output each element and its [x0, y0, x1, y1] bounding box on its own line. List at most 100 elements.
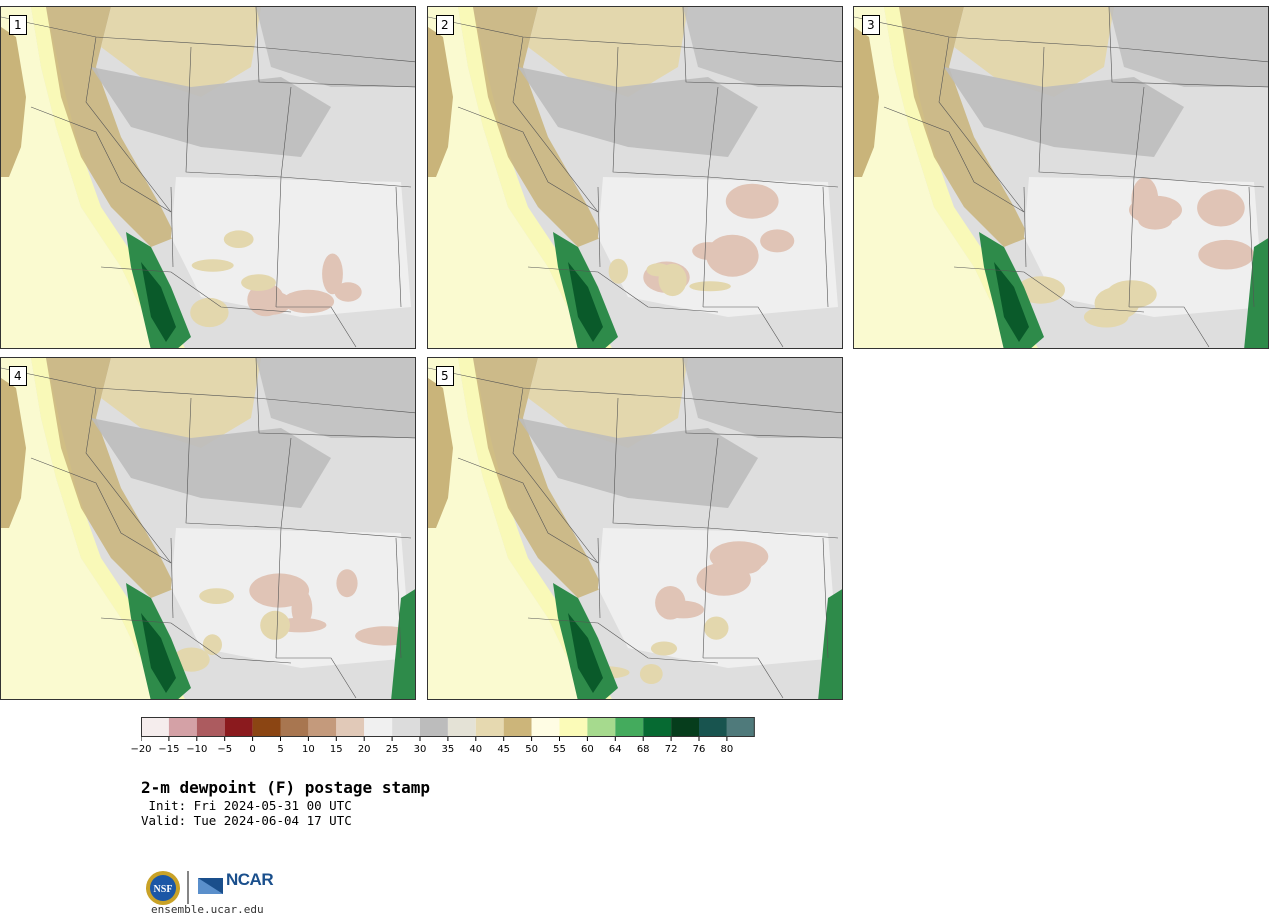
state-boundary: [428, 16, 842, 63]
state-boundary: [255, 358, 415, 439]
state-boundary: [512, 36, 599, 213]
north-tan: [528, 7, 688, 97]
state-boundary: [822, 186, 829, 308]
colorbar-tick-label: 5: [277, 744, 284, 755]
very-moist-region: [994, 262, 1029, 342]
colorbar-tick-label: 10: [302, 744, 315, 755]
coast-tan: [428, 27, 453, 177]
east-moist: [391, 589, 415, 699]
coastal-band: [31, 358, 185, 699]
dry-patch: [1138, 211, 1173, 230]
mountain-tan: [473, 358, 603, 598]
colorbar-swatch: [615, 717, 644, 737]
colorbar-tick-label: 76: [692, 744, 706, 755]
dewpoint-map-1: [1, 7, 415, 348]
colorbar-swatch: [252, 717, 281, 737]
colorbar-swatch: [559, 717, 588, 737]
dry-patch: [760, 229, 795, 253]
ncar-logo: [198, 878, 223, 894]
colorbar: [141, 717, 755, 741]
mountain-tan: [899, 7, 1029, 247]
colorbar-tick-label: 50: [525, 744, 538, 755]
state-boundary: [953, 266, 1145, 313]
state-boundary: [185, 46, 412, 188]
state-boundary: [85, 387, 172, 564]
gray-band: [91, 418, 331, 508]
east-moist: [818, 589, 842, 699]
ocean: [1, 7, 161, 348]
colorbar-swatch: [447, 717, 476, 737]
dry-patch: [696, 562, 751, 596]
state-boundary: [395, 186, 402, 308]
dry-patch: [706, 234, 759, 277]
mountain-tan: [473, 7, 603, 247]
ocean: [1, 358, 161, 699]
very-moist-region: [568, 613, 603, 693]
tan-patch: [223, 230, 254, 248]
tan-patch: [1016, 276, 1065, 304]
colorbar-swatch: [364, 717, 393, 737]
dry-patch: [1198, 239, 1255, 270]
tan-patch: [650, 641, 678, 656]
colorbar-swatch: [224, 717, 253, 737]
colorbar-tick-label: −5: [217, 744, 233, 755]
tan-patch: [689, 281, 731, 292]
gray-band: [518, 67, 758, 157]
colorbar-tick-label: 72: [664, 744, 678, 755]
gray-north: [256, 7, 415, 87]
colorbar-swatch: [196, 717, 225, 737]
colorbar-tick-label: 55: [553, 744, 566, 755]
state-boundary: [854, 16, 1268, 63]
coastal-band: [884, 7, 1038, 348]
map-panel-5: 5: [427, 357, 843, 700]
panel-label: 4: [9, 366, 27, 386]
pale-interior: [598, 528, 838, 668]
ocean: [428, 358, 588, 699]
gray-band: [944, 67, 1184, 157]
very-moist-region: [141, 262, 176, 342]
state-boundary: [1038, 46, 1265, 188]
state-boundary: [702, 86, 719, 308]
state-boundary: [275, 437, 292, 659]
north-tan: [528, 358, 688, 448]
coast-tan: [428, 378, 453, 528]
coast-tan: [854, 27, 879, 177]
coastal-band: [458, 358, 612, 699]
dry-patch: [322, 253, 343, 295]
dry-patch: [1197, 189, 1245, 227]
state-boundary: [1108, 7, 1268, 88]
colorbar-swatch: [141, 717, 169, 737]
state-boundary: [276, 657, 357, 699]
north-tan: [101, 358, 261, 448]
state-boundary: [395, 537, 402, 659]
state-boundary: [85, 36, 172, 213]
state-boundary: [428, 367, 842, 414]
gray-north: [256, 358, 415, 438]
state-boundary: [512, 387, 599, 564]
init-time: Init: Fri 2024-05-31 00 UTC: [141, 798, 352, 813]
state-boundary: [275, 86, 292, 308]
colorbar-swatch: [308, 717, 337, 737]
colorbar-swatch: [420, 717, 448, 737]
very-moist-region: [141, 613, 176, 693]
coastal-band: [31, 7, 185, 348]
state-boundary: [527, 617, 719, 664]
colorbar-tick-label: 80: [720, 744, 734, 755]
dewpoint-map-3: [854, 7, 1268, 348]
map-panel-4: 4: [0, 357, 416, 700]
dry-patch: [336, 569, 358, 598]
colorbar-tick-label: −10: [186, 744, 208, 755]
state-boundary: [1248, 186, 1255, 308]
state-boundary: [938, 36, 1025, 213]
panel-label: 2: [436, 15, 454, 35]
colorbar-border: [141, 717, 755, 737]
dry-patch: [252, 290, 291, 315]
tan-patch: [191, 259, 234, 272]
colorbar-swatch: [392, 717, 420, 737]
state-boundary: [276, 306, 357, 348]
colorbar-tick-label: 60: [581, 744, 594, 755]
state-boundary: [1023, 186, 1027, 268]
north-tan: [954, 7, 1114, 97]
state-boundary: [682, 358, 842, 439]
colorbar-tick-label: 64: [608, 744, 622, 755]
